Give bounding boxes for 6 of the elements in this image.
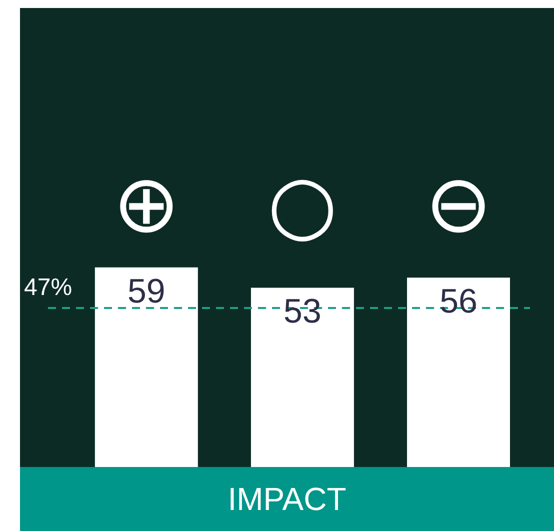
x-tick-label: ⊕ [112,158,180,251]
x-axis-title: IMPACT [228,481,346,517]
x-tick-label: ⊖ [424,158,492,251]
data-label: 59 [127,272,166,310]
x-tick-label: ○ [268,158,338,251]
ref-line-label: 47% [24,274,72,302]
